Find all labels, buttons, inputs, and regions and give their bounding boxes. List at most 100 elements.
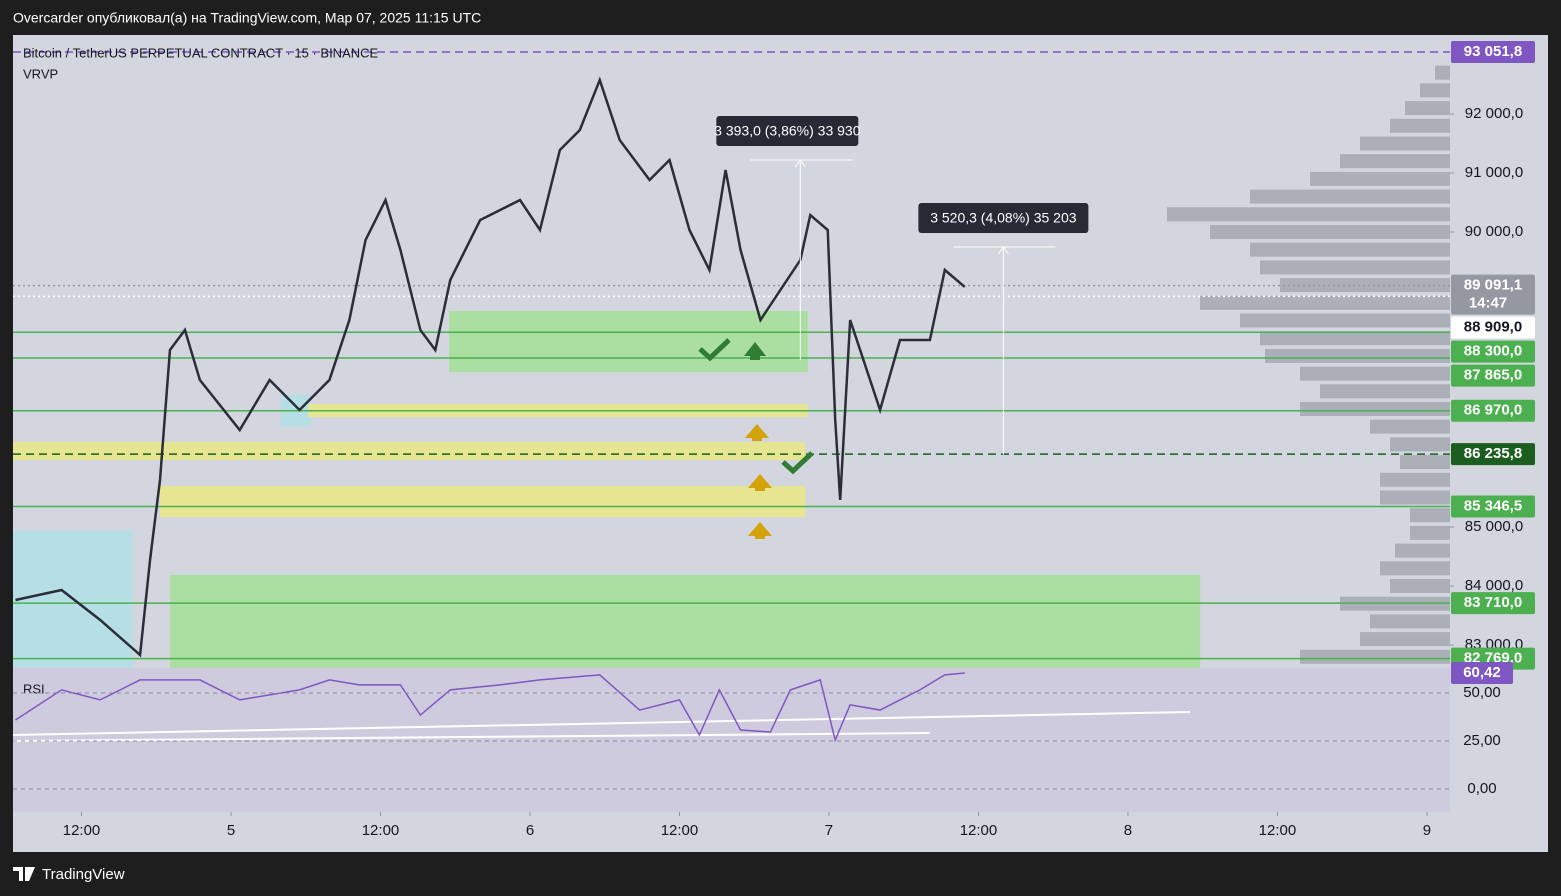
- volume-bar: [1395, 543, 1450, 558]
- price-badge: [1451, 443, 1535, 466]
- zone: [13, 441, 806, 460]
- volume-bar: [1265, 348, 1450, 363]
- x-tick-label: 9: [1423, 822, 1431, 839]
- x-tick-label: 12:00: [1259, 822, 1297, 839]
- price-lines: [13, 51, 1450, 660]
- rsi-tick-label: 25,00: [1463, 732, 1501, 749]
- rsi-badge-label: 60,42: [1463, 664, 1501, 681]
- y-tick-label: 84 000,0: [1465, 577, 1523, 594]
- volume-bar: [1410, 508, 1450, 523]
- rsi-badge: [1451, 661, 1513, 684]
- volume-bar: [1200, 295, 1450, 310]
- volume-bar: [1240, 313, 1450, 328]
- x-tick-label: 12:00: [960, 822, 998, 839]
- price-badge: [1451, 340, 1535, 363]
- price-badge-label: 93 051,8: [1464, 43, 1522, 60]
- measure-box: [918, 202, 1089, 233]
- zone: [169, 575, 1201, 668]
- volume-bar: [1300, 366, 1450, 381]
- x-tick-label: 8: [1124, 822, 1132, 839]
- rsi-line: [15, 672, 965, 743]
- rsi-title: RSI: [23, 681, 45, 696]
- measure-arrow: [794, 159, 806, 168]
- volume-bar: [1370, 614, 1450, 629]
- price-badge: [1451, 399, 1535, 422]
- x-tick-label: 7: [825, 822, 833, 839]
- rsi-series: [15, 672, 965, 743]
- arrow-up: [748, 474, 772, 491]
- footer-brand: TradingView: [42, 866, 125, 883]
- volume-bar: [1380, 561, 1450, 576]
- volume-bar: [1340, 154, 1450, 169]
- rsi-tick-label: 0,00: [1467, 780, 1496, 797]
- price-badge-label: 88 300,0: [1464, 343, 1522, 360]
- price-badge-label: 87 865,0: [1464, 367, 1522, 384]
- zone: [449, 310, 808, 373]
- x-tick-label: 12:00: [362, 822, 400, 839]
- volume-bar: [1380, 490, 1450, 505]
- x-tick-label: 6: [526, 822, 534, 839]
- volume-bar: [1435, 65, 1450, 80]
- rsi-tick-label: 50,00: [1463, 684, 1501, 701]
- volume-bar: [1420, 83, 1450, 98]
- price-badge: [1451, 40, 1535, 63]
- measure-label: 3 520,3 (4,08%) 35 203: [930, 210, 1077, 226]
- volume-bar: [1250, 189, 1450, 204]
- header-title: Overcarder опубликовал(а) на TradingView…: [13, 10, 481, 26]
- volume-bar: [1250, 242, 1450, 257]
- volume-bar: [1380, 472, 1450, 487]
- rsi-pane: [13, 668, 1450, 812]
- price-badge-sublabel: 14:47: [1469, 295, 1507, 312]
- price-badge-label: 88 909,0: [1464, 319, 1522, 336]
- price-badges: 93 051,8 89 091,114:47 88 909,0 88 300,0 87 …: [1451, 40, 1535, 684]
- volume-bar: [1410, 525, 1450, 540]
- volume-bar: [1320, 384, 1450, 399]
- y-tick-label: 85 000,0: [1465, 518, 1523, 535]
- price-badge: [1451, 592, 1535, 615]
- volume-bar: [1370, 419, 1450, 434]
- volume-bar: [1260, 331, 1450, 346]
- price-badge-label: 83 710,0: [1464, 594, 1522, 611]
- measure-arrow: [997, 246, 1009, 255]
- price-badge: [1451, 364, 1535, 387]
- y-tick-label: 92 000,0: [1465, 105, 1523, 122]
- check-mark: [781, 451, 814, 475]
- volume-bar: [1390, 437, 1450, 452]
- volume-bar: [1400, 455, 1450, 470]
- volume-bar: [1300, 649, 1450, 664]
- y-tick-label: 90 000,0: [1465, 223, 1523, 240]
- trend-line: [12, 732, 931, 742]
- price-badge-label: 85 346,5: [1464, 498, 1522, 515]
- y-tick-label: 91 000,0: [1465, 164, 1523, 181]
- price-badge-label: 86 970,0: [1464, 402, 1522, 419]
- measure-label: 3 393,0 (3,86%) 33 930: [714, 123, 861, 139]
- indicator-name: VRVP: [23, 66, 58, 81]
- arrow-up: [744, 342, 766, 360]
- volume-bar: [1300, 401, 1450, 416]
- price-badge: [1451, 316, 1535, 339]
- icons: [698, 338, 814, 539]
- axes: 92 000,0 91 000,0 90 000,0 85 000,0 84 000,0…: [13, 105, 1523, 839]
- x-tick-label: 12:00: [661, 822, 699, 839]
- price-series: [15, 76, 966, 658]
- volume-bar: [1390, 578, 1450, 593]
- volume-bar: [1167, 207, 1450, 222]
- x-tick-label: 5: [227, 822, 235, 839]
- measure-box: [716, 116, 859, 147]
- symbol-title: Bitcoin / TetherUS PERPETUAL CONTRACT · …: [23, 45, 379, 60]
- x-tick-label: 12:00: [63, 822, 101, 839]
- volume-bar: [1390, 118, 1450, 133]
- logo-icon: [13, 867, 35, 881]
- zone: [160, 485, 806, 518]
- price-badge: [1451, 274, 1535, 315]
- price-badge-label: 86 235,8: [1464, 445, 1522, 462]
- volume-bar: [1260, 260, 1450, 275]
- volume-profile: [1167, 65, 1450, 664]
- trend-line: [12, 711, 1191, 736]
- measures: 3 393,0 (3,86%) 33 930 3 520,3 (4,08%) 35…: [714, 116, 1089, 455]
- price-line-series: [15, 76, 966, 658]
- zones: [13, 310, 1201, 668]
- volume-bar: [1405, 101, 1450, 116]
- volume-bar: [1360, 632, 1450, 647]
